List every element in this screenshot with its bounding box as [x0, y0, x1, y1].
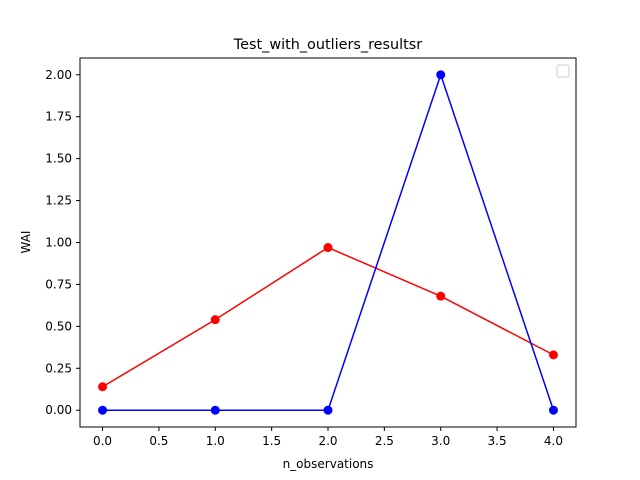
y-axis-title: WAI — [19, 231, 33, 254]
x-tick-label: 3.5 — [488, 434, 507, 448]
data-point — [436, 291, 446, 301]
data-point — [98, 382, 108, 392]
x-tick-label: 2.0 — [318, 434, 337, 448]
y-axis-ticks: 0.00 0.25 0.50 0.75 1.00 1.25 1.50 1.75 2.00 — [45, 68, 80, 417]
y-tick-label: 1.75 — [45, 110, 72, 124]
y-tick-label: 1.25 — [45, 194, 72, 208]
x-axis-title: n_observations — [283, 457, 374, 471]
x-tick-label: 2.5 — [375, 434, 394, 448]
data-point — [323, 243, 333, 253]
y-tick-label: 1.00 — [45, 236, 72, 250]
x-tick-label: 0.0 — [93, 434, 112, 448]
x-axis-ticks: 0.0 0.5 1.0 1.5 2.0 2.5 3.0 3.5 4.0 — [93, 427, 563, 448]
plot-frame — [79, 57, 577, 428]
series-layer — [98, 70, 558, 415]
x-tick-label: 4.0 — [544, 434, 563, 448]
data-point — [436, 70, 446, 80]
data-point — [323, 405, 333, 415]
y-tick-label: 0.00 — [45, 403, 72, 417]
y-tick-label: 2.00 — [45, 68, 72, 82]
x-tick-label: 1.0 — [206, 434, 225, 448]
data-point — [210, 315, 220, 325]
x-tick-label: 0.5 — [149, 434, 168, 448]
data-point — [210, 405, 220, 415]
legend-box[interactable] — [556, 64, 570, 78]
y-tick-label: 0.25 — [45, 361, 72, 375]
data-point — [98, 405, 108, 415]
data-point — [548, 350, 558, 360]
y-tick-label: 0.75 — [45, 277, 72, 291]
y-tick-label: 0.50 — [45, 319, 72, 333]
x-tick-label: 1.5 — [262, 434, 281, 448]
series-1 — [98, 243, 558, 392]
series-2 — [98, 70, 558, 415]
chart-title: Test_with_outliers_resultsr — [233, 37, 422, 53]
data-point — [548, 405, 558, 415]
y-tick-label: 1.50 — [45, 152, 72, 166]
x-tick-label: 3.0 — [431, 434, 450, 448]
